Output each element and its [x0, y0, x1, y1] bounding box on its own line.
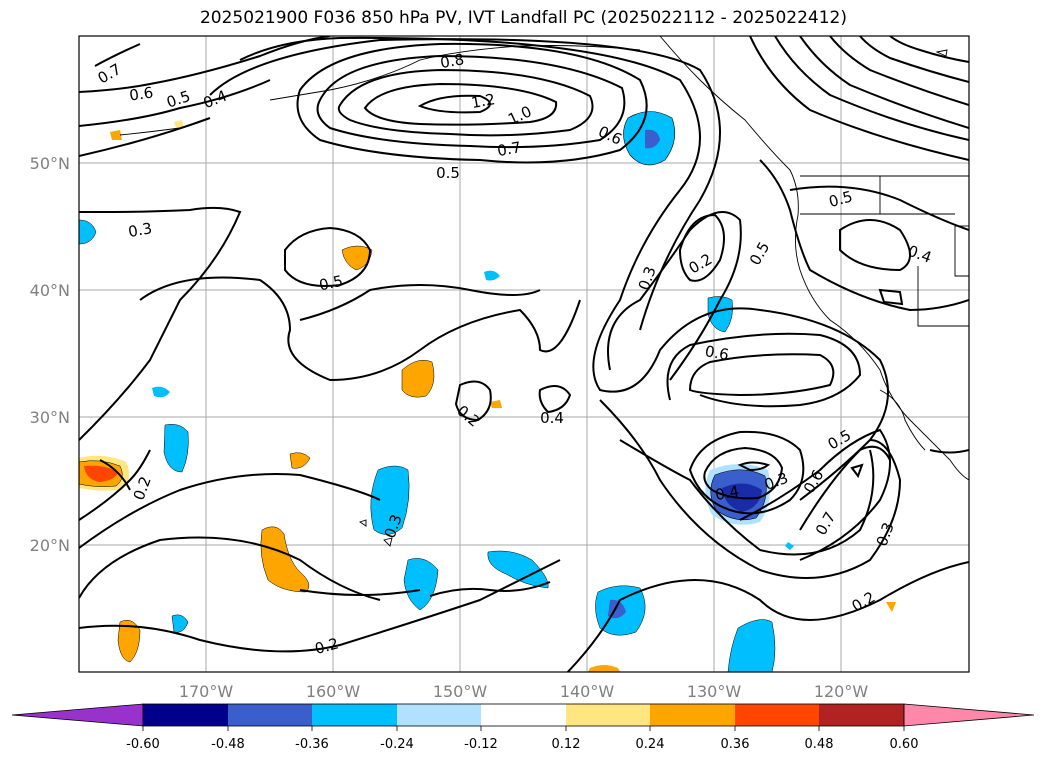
x-tick-label: 150°W [433, 682, 488, 701]
contour-label: 0.8 [439, 50, 466, 72]
colorbar-segment [819, 704, 904, 726]
colorbar-tick-label: 0.12 [552, 737, 581, 752]
contour-label: 0.6 [128, 83, 154, 104]
x-tick-label: 170°W [179, 682, 234, 701]
colorbar-tick-label: 0.24 [636, 737, 665, 752]
contour-label: 0.3 [127, 219, 154, 241]
colorbar-tick-label: -0.24 [380, 737, 414, 752]
x-tick-label: 160°W [306, 682, 361, 701]
x-tick-label: 130°W [687, 682, 742, 701]
colorbar-tick-label: -0.36 [295, 737, 329, 752]
plot-frame [78, 35, 970, 673]
contour-label: 0.5 [317, 272, 344, 295]
x-tick-labels: 170°W 160°W 150°W 140°W 130°W 120°W [179, 682, 869, 701]
contour-label: 0.2 [313, 634, 341, 658]
contour-label: 1.2 [470, 90, 497, 112]
contour-label: 0.5 [436, 164, 460, 182]
colorbar-segment [397, 704, 481, 726]
y-tick-label: 50°N [30, 154, 70, 173]
colorbar-segment [143, 704, 228, 726]
y-tick-label: 20°N [30, 536, 70, 555]
contour-label: 0.6 [704, 342, 731, 364]
colorbar-segment [312, 704, 397, 726]
pv-contours [79, 36, 969, 672]
colorbar-segment [228, 704, 312, 726]
colorbar-tick-label: -0.60 [126, 737, 160, 752]
colorbar: -0.60 -0.48 -0.36 -0.24 -0.12 0.12 0.24 … [11, 703, 1035, 752]
colorbar-extend-min [11, 703, 144, 727]
x-tick-label: 120°W [814, 682, 869, 701]
colorbar-tick-label: -0.12 [464, 737, 498, 752]
coastlines [119, 36, 969, 547]
colorbar-segment [735, 704, 819, 726]
y-tick-label: 30°N [30, 408, 70, 427]
chart-title: 2025021900 F036 850 hPa PV, IVT Landfall… [199, 8, 847, 28]
colorbar-segment [481, 704, 566, 726]
colorbar-extend-max [903, 703, 1035, 727]
y-tick-label: 40°N [30, 281, 70, 300]
contour-label: 0.4 [540, 409, 564, 427]
colorbar-segment [650, 704, 735, 726]
colorbar-tick-label: 0.36 [721, 737, 750, 752]
contour-label: 0.4 [714, 482, 741, 504]
contour-label: 0.5 [827, 187, 855, 211]
colorbar-tick-label: -0.48 [211, 737, 245, 752]
colorbar-tick-label: 0.48 [805, 737, 834, 752]
contour-label: 0.7 [496, 138, 523, 160]
x-tick-label: 140°W [560, 682, 615, 701]
y-tick-labels: 50°N 40°N 30°N 20°N [30, 154, 70, 555]
colorbar-segment [566, 704, 650, 726]
colorbar-tick-label: 0.60 [890, 737, 919, 752]
